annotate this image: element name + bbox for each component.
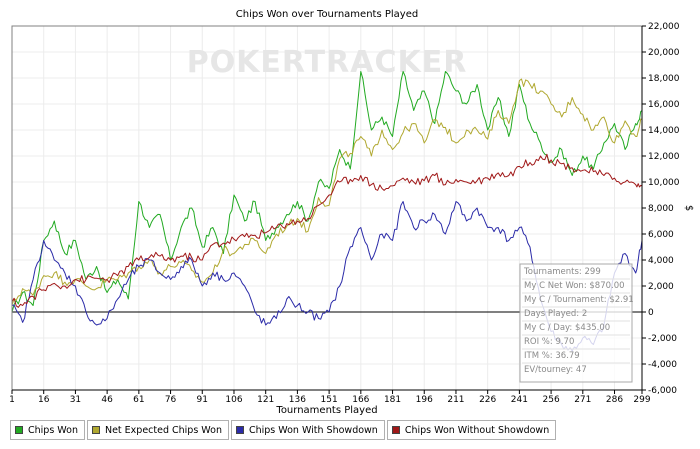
y-tick-label: 10,000: [648, 178, 680, 188]
y-tick-label: 12,000: [648, 152, 680, 162]
legend: Chips Won Net Expected Chips Won Chips Won…: [10, 420, 558, 440]
x-tick-label: 299: [633, 395, 650, 405]
legend-label: Chips Won: [28, 424, 78, 436]
legend-item-3: Chips Won With Showdown: [230, 420, 385, 440]
y-tick-label: 14,000: [648, 126, 680, 136]
x-tick-label: 211: [447, 395, 464, 405]
x-tick-label: 151: [321, 395, 338, 405]
series-line-2: [11, 78, 643, 306]
info-box-frame: [519, 263, 633, 383]
legend-item-1: Chips Won: [10, 420, 85, 440]
info-line: My C / Tournament: $2.91: [524, 295, 634, 305]
info-line: Tournaments: 299: [523, 267, 601, 277]
x-tick-label: 46: [101, 395, 113, 405]
x-tick-label: 271: [574, 395, 591, 405]
info-line: My C Net Won: $870.00: [524, 281, 625, 291]
y-tick-label: 18,000: [648, 74, 680, 84]
x-tick-label: 181: [384, 395, 401, 405]
y-tick-label: 22,000: [648, 22, 680, 32]
info-line: ITM %: 36.79: [524, 351, 580, 361]
y-tick-label: -4,000: [648, 360, 677, 370]
x-tick-label: 31: [70, 395, 81, 405]
x-tick-label: 241: [511, 395, 528, 405]
x-tick-label: 1: [9, 395, 15, 405]
x-tick-label: 91: [197, 395, 208, 405]
legend-swatch: [91, 426, 100, 434]
legend-item-4: Chips Won Without Showdown: [386, 420, 557, 440]
y-axis-title: $: [683, 205, 694, 211]
info-box: Tournaments: 299 My C Net Won: $870.00 My …: [519, 263, 634, 383]
y-tick-label: 4,000: [648, 256, 674, 266]
x-tick-label: 196: [416, 395, 433, 405]
x-tick-label: 76: [165, 395, 177, 405]
legend-swatch: [15, 426, 23, 434]
y-tick-label: 16,000: [648, 100, 680, 110]
x-tick-label: 166: [352, 395, 369, 405]
axes: 1 16 31 46 61 76 91 106 121 136 151 166 181 196 211 226…: [9, 22, 680, 405]
y-tick-label: 20,000: [648, 48, 680, 58]
legend-label: Chips Won Without Showdown: [404, 424, 550, 436]
y-tick-label: 0: [648, 308, 654, 318]
x-tick-label: 16: [38, 395, 50, 405]
legend-label: Chips Won With Showdown: [248, 424, 378, 436]
x-tick-label: 106: [225, 395, 242, 405]
info-line: Days Played: 2: [524, 309, 587, 319]
x-tick-label: 286: [606, 395, 623, 405]
y-tick-label: -2,000: [648, 334, 677, 344]
y-tick-label: 6,000: [648, 230, 674, 240]
watermark-logo: POKERTRACKER: [187, 45, 468, 80]
info-line: EV/tourney: 47: [524, 365, 587, 375]
legend-item-2: Net Expected Chips Won: [86, 420, 229, 440]
legend-swatch: [235, 426, 244, 434]
x-tick-label: 121: [257, 395, 274, 405]
x-tick-label: 226: [479, 395, 496, 405]
legend-label: Net Expected Chips Won: [104, 424, 222, 436]
x-axis-title: Tournaments Played: [275, 405, 377, 416]
chart-title: Chips Won over Tournaments Played: [236, 9, 418, 20]
y-tick-label: -6,000: [648, 386, 677, 396]
x-tick-label: 136: [289, 395, 306, 405]
x-tick-label: 256: [543, 395, 560, 405]
legend-swatch: [391, 426, 400, 434]
x-tick-label: 61: [133, 395, 144, 405]
y-tick-label: 2,000: [648, 282, 674, 292]
y-tick-label: 8,000: [648, 204, 674, 214]
info-line: ROI %: 9.70: [524, 337, 574, 347]
series-line-4: [11, 153, 643, 308]
info-line: My C / Day: $435.00: [524, 323, 610, 333]
